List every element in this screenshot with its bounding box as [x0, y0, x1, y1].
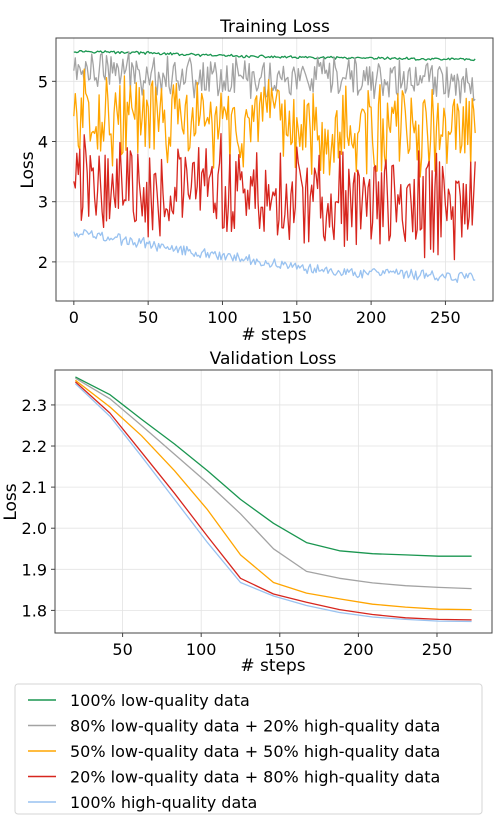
legend-frame — [14, 683, 483, 815]
legend-item: 100% high-quality data — [28, 793, 257, 812]
x-tick-label: 50 — [138, 308, 158, 327]
chart-title: Validation Loss — [210, 349, 337, 369]
series-line-80-low-quality-data-20-high-quality-data — [75, 377, 472, 590]
x-tick-label: 250 — [430, 308, 461, 327]
series-line-20-low-quality-data-80-high-quality-data — [73, 132, 476, 261]
legend-label: 20% low-quality data + 80% high-quality … — [70, 768, 440, 787]
plot-frame — [54, 369, 493, 634]
series-line-50-low-quality-data-50-high-quality-data — [75, 379, 472, 611]
x-tick-label: 50 — [112, 640, 132, 659]
validation-loss-chart: Validation Loss 50 100 150 200 250 1.8 1.9 2.0 2… — [1, 349, 493, 676]
series-line-80-low-quality-data-20-high-quality-data — [73, 51, 476, 104]
tick-labels: 50 100 150 200 250 1.8 1.9 2.0 2.1 2.2 2.3 — [22, 396, 453, 659]
series-line-100-high-quality-data — [74, 383, 472, 623]
x-tick-label: 0 — [69, 308, 79, 327]
legend-item: 20% low-quality data + 80% high-quality … — [28, 768, 440, 787]
y-tick-label: 2.2 — [22, 437, 47, 456]
series-group — [74, 376, 472, 623]
x-tick-label: 150 — [265, 640, 296, 659]
training-loss-chart: Training Loss 0 50 100 150 200 250 2 3 4 5 # step… — [18, 17, 494, 345]
legend-item: 50% low-quality data + 50% high-quality … — [28, 742, 440, 761]
grid — [55, 370, 492, 633]
x-tick-label: 200 — [343, 640, 374, 659]
series-line-20-low-quality-data-80-high-quality-data — [74, 381, 472, 621]
series-line-100-high-quality-data — [73, 229, 476, 283]
y-tick-label: 2.1 — [22, 478, 47, 497]
x-tick-label: 100 — [186, 640, 217, 659]
x-tick-label: 150 — [282, 308, 313, 327]
x-tick-label: 200 — [356, 308, 387, 327]
y-tick-label: 2 — [38, 253, 48, 272]
y-tick-label: 1.9 — [22, 560, 47, 579]
legend: 100% low-quality data 80% low-quality dat… — [14, 683, 483, 815]
x-tick-label: 100 — [207, 308, 238, 327]
series-line-50-low-quality-data-50-high-quality-data — [73, 68, 476, 178]
x-tick-label: 250 — [422, 640, 453, 659]
tick-labels: 0 50 100 150 200 250 2 3 4 5 — [38, 72, 461, 327]
legend-item: 100% low-quality data — [28, 691, 250, 710]
legend-label: 100% high-quality data — [70, 793, 257, 812]
y-tick-label: 2.0 — [22, 519, 47, 538]
y-tick-label: 1.8 — [22, 601, 47, 620]
plot-frame — [55, 37, 494, 302]
y-tick-label: 4 — [38, 133, 48, 152]
y-tick-label: 5 — [38, 72, 48, 91]
x-axis-label: # steps — [241, 325, 306, 345]
legend-label: 100% low-quality data — [70, 691, 250, 710]
legend-label: 80% low-quality data + 20% high-quality … — [70, 717, 440, 736]
x-axis-label: # steps — [240, 656, 305, 676]
series-line-100-low-quality-data — [73, 49, 476, 62]
series-group — [73, 49, 476, 283]
y-axis-label: Loss — [1, 483, 21, 520]
legend-item: 80% low-quality data + 20% high-quality … — [28, 717, 440, 736]
legend-label: 50% low-quality data + 50% high-quality … — [70, 742, 440, 761]
y-axis-label: Loss — [18, 151, 38, 188]
y-tick-label: 2.3 — [22, 396, 47, 415]
chart-title: Training Loss — [219, 17, 330, 37]
series-line-100-low-quality-data — [75, 376, 472, 557]
y-tick-label: 3 — [38, 193, 48, 212]
